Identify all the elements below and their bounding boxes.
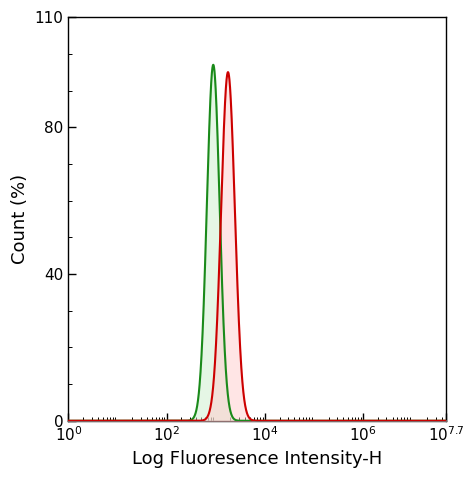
Y-axis label: Count (%): Count (%) <box>11 174 29 264</box>
X-axis label: Log Fluoresence Intensity-H: Log Fluoresence Intensity-H <box>132 450 383 468</box>
